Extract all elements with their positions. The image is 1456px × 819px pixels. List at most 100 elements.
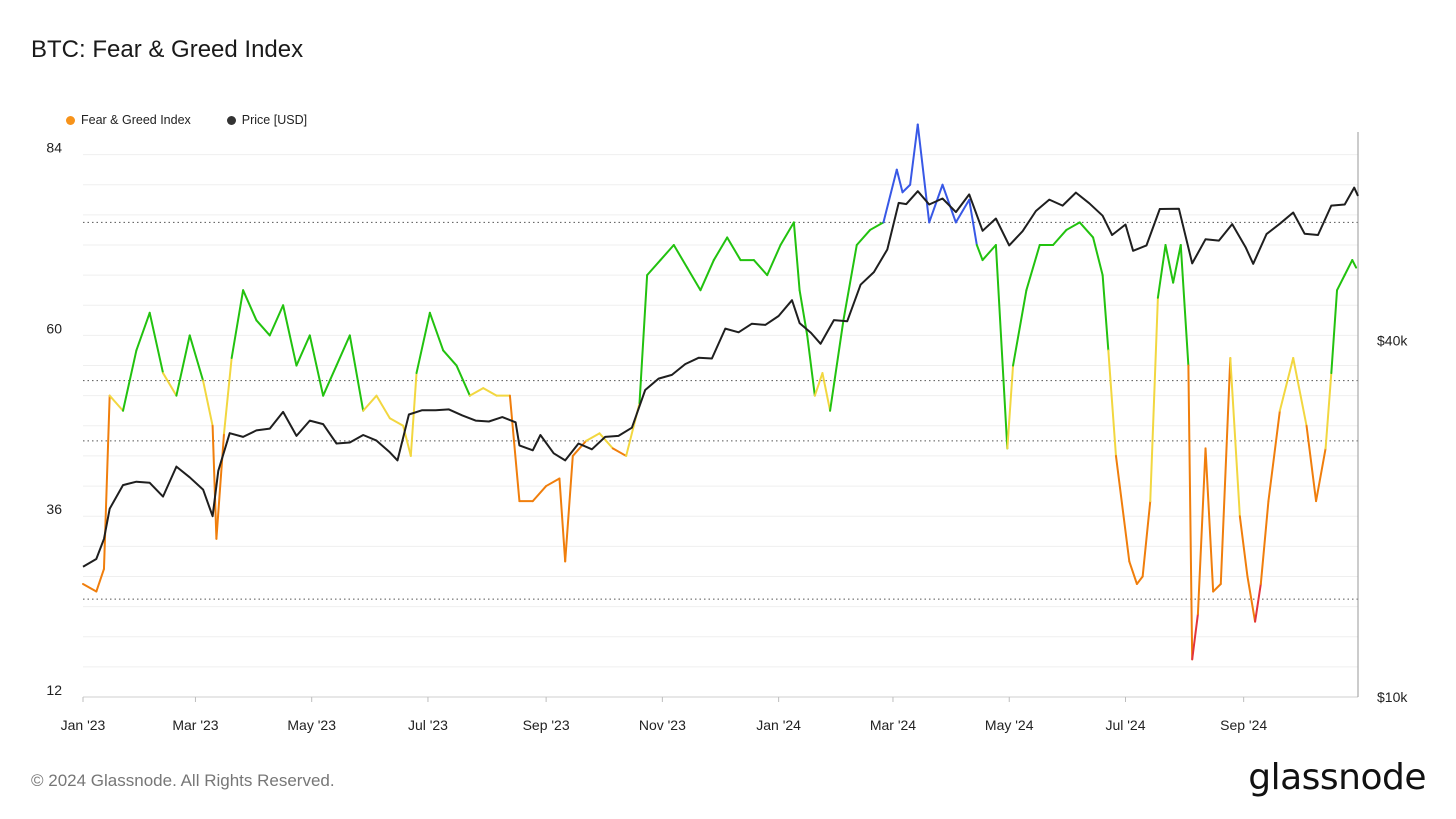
- fear-greed-segment: [322, 364, 338, 397]
- x-tick-label: Jul '23: [408, 717, 448, 733]
- fear-greed-segment: [1330, 289, 1339, 375]
- fear-greed-segment: [1172, 244, 1182, 284]
- fear-greed-segment: [82, 583, 98, 593]
- chart-legend: Fear & Greed Index Price [USD]: [66, 113, 307, 127]
- fear-greed-segment: [335, 334, 351, 367]
- fear-greed-segment: [558, 477, 567, 563]
- glassnode-logo[interactable]: glassnode: [1248, 757, 1426, 798]
- fear-greed-segment: [1006, 364, 1015, 450]
- fear-greed-segment: [282, 304, 298, 367]
- fear-greed-segment: [1135, 575, 1144, 585]
- legend-item-fear-greed[interactable]: Fear & Greed Index: [66, 113, 191, 127]
- fear-greed-segment: [1305, 424, 1318, 503]
- fear-greed-segment: [659, 244, 675, 262]
- fear-greed-segment: [1196, 447, 1207, 616]
- fear-greed-segment: [968, 198, 978, 246]
- fear-greed-segment: [1149, 296, 1159, 503]
- fear-greed-segment: [585, 432, 601, 442]
- fear-greed-segment: [1179, 244, 1190, 367]
- y-right-tick-label: $40k: [1377, 333, 1408, 349]
- fear-greed-segment: [564, 454, 574, 563]
- fear-greed-segment: [1212, 583, 1222, 593]
- fear-greed-segment: [1229, 357, 1241, 518]
- fear-greed-segment: [148, 311, 165, 375]
- fear-greed-segment: [1107, 349, 1117, 457]
- fear-greed-segment: [215, 432, 226, 540]
- fear-greed-segment: [1292, 357, 1308, 427]
- fear-greed-segment: [1078, 221, 1095, 239]
- fear-greed-segment: [1204, 447, 1215, 593]
- fear-greed-segment: [188, 334, 205, 382]
- fear-greed-segment: [1012, 289, 1028, 367]
- fear-greed-segment: [375, 394, 391, 420]
- fear-greed-segment: [842, 244, 858, 322]
- fear-greed-segment: [1254, 583, 1262, 623]
- fear-greed-segment: [482, 387, 498, 397]
- x-tick-label: Jan '24: [756, 717, 801, 733]
- legend-item-price[interactable]: Price [USD]: [226, 113, 307, 127]
- fear-greed-segment: [1128, 560, 1138, 585]
- fear-greed-segment: [223, 357, 233, 435]
- fear-greed-segment: [646, 259, 662, 277]
- fear-greed-segment: [1219, 357, 1232, 585]
- fear-greed-segment: [855, 228, 872, 246]
- fear-greed-segment: [255, 319, 271, 337]
- x-tick-label: Sep '24: [1220, 717, 1267, 733]
- fear-greed-segment: [1336, 274, 1346, 292]
- fear-greed-segment: [211, 424, 218, 540]
- fear-greed-segment: [1191, 613, 1199, 661]
- fear-greed-segment: [813, 372, 824, 397]
- fear-greed-segment: [1278, 357, 1295, 412]
- fear-greed-segment: [175, 334, 191, 397]
- fear-greed-segment: [135, 311, 151, 352]
- fear-greed-segment: [928, 183, 944, 224]
- fear-greed-segment: [415, 311, 431, 375]
- fear-greed-segment: [230, 289, 245, 359]
- fear-greed-segment: [1025, 244, 1041, 292]
- fear-greed-segment: [388, 417, 405, 427]
- fear-greed-segment: [428, 311, 445, 352]
- fear-greed-segment: [779, 221, 795, 246]
- fear-greed-segment: [869, 221, 885, 231]
- fear-greed-segment: [672, 244, 689, 269]
- fear-greed-segment: [1065, 221, 1081, 231]
- fear-greed-segment: [1052, 228, 1068, 246]
- legend-swatch-price: [226, 115, 236, 125]
- fear-greed-segment: [242, 289, 258, 322]
- fear-greed-segment: [895, 168, 904, 194]
- fear-greed-segment: [571, 439, 588, 457]
- fear-greed-segment: [806, 334, 816, 397]
- fear-greed-segment: [821, 372, 832, 412]
- fear-greed-segment: [409, 372, 418, 457]
- x-tick-label: Jan '23: [61, 717, 106, 733]
- fear-greed-segment: [766, 244, 782, 277]
- fear-greed-segment: [726, 236, 742, 262]
- fear-greed-segment: [122, 349, 138, 412]
- fear-greed-segment: [901, 183, 912, 194]
- fear-greed-segment: [699, 259, 715, 292]
- fear-greed-segment: [545, 477, 561, 488]
- fear-greed-segment: [162, 372, 178, 397]
- fear-greed-segment: [1343, 259, 1354, 277]
- fear-greed-segment: [1156, 244, 1167, 299]
- fear-greed-segment: [95, 567, 105, 593]
- x-tick-label: Mar '24: [870, 717, 916, 733]
- y-right-tick-label: $10k: [1377, 689, 1408, 705]
- fear-greed-segment: [686, 266, 702, 292]
- fear-greed-segment: [638, 274, 649, 405]
- y-left-tick-label: 36: [46, 501, 62, 517]
- fear-greed-segment: [1259, 500, 1270, 585]
- fear-greed-segment: [1351, 259, 1358, 269]
- fear-greed-segment: [1315, 447, 1327, 503]
- price-line: [82, 186, 1359, 568]
- fear-greed-segment: [295, 334, 311, 367]
- fear-greed-segment: [1092, 236, 1104, 277]
- y-left-tick-label: 60: [46, 320, 62, 336]
- fear-greed-segment: [954, 198, 971, 224]
- fear-greed-segment: [468, 387, 485, 397]
- y-left-tick-label: 84: [46, 140, 62, 156]
- fear-greed-segment: [829, 319, 845, 412]
- fear-greed-segment: [1187, 364, 1194, 661]
- x-tick-label: Nov '23: [639, 717, 686, 733]
